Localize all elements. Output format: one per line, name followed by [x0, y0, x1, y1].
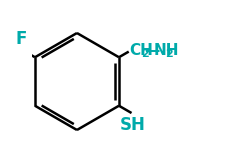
Text: 2: 2 — [141, 49, 149, 59]
Text: 2: 2 — [165, 49, 173, 59]
Text: —: — — [144, 43, 160, 58]
Text: F: F — [15, 30, 26, 48]
Text: SH: SH — [120, 116, 146, 134]
Text: NH: NH — [153, 43, 179, 58]
Text: CH: CH — [130, 43, 153, 58]
